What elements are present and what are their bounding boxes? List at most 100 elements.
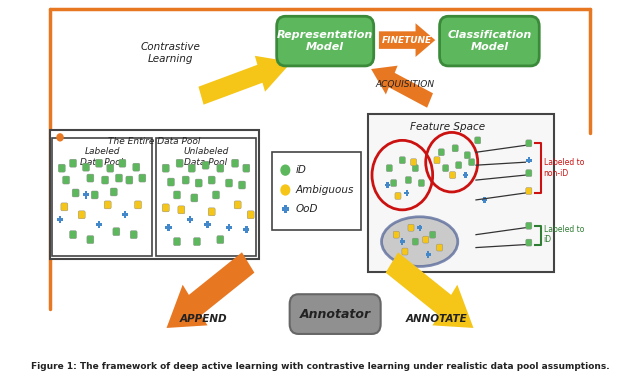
Bar xyxy=(367,114,554,273)
FancyBboxPatch shape xyxy=(178,206,185,214)
FancyBboxPatch shape xyxy=(408,224,414,231)
FancyBboxPatch shape xyxy=(243,164,250,172)
Polygon shape xyxy=(528,157,530,163)
FancyBboxPatch shape xyxy=(176,159,183,167)
Polygon shape xyxy=(282,207,289,211)
FancyBboxPatch shape xyxy=(163,164,169,172)
Bar xyxy=(50,130,259,260)
FancyBboxPatch shape xyxy=(58,164,65,172)
FancyBboxPatch shape xyxy=(422,236,429,243)
FancyBboxPatch shape xyxy=(115,174,122,182)
FancyBboxPatch shape xyxy=(63,176,70,184)
Bar xyxy=(52,138,152,255)
Polygon shape xyxy=(386,252,474,328)
FancyBboxPatch shape xyxy=(247,211,254,219)
Polygon shape xyxy=(187,218,193,221)
FancyBboxPatch shape xyxy=(452,145,458,152)
FancyBboxPatch shape xyxy=(412,165,419,172)
Text: Contrastive
Learning: Contrastive Learning xyxy=(141,42,201,64)
FancyBboxPatch shape xyxy=(449,172,456,179)
FancyBboxPatch shape xyxy=(468,159,475,166)
Polygon shape xyxy=(198,56,292,105)
Text: APPEND: APPEND xyxy=(179,314,227,324)
Polygon shape xyxy=(404,192,410,194)
Polygon shape xyxy=(463,174,468,177)
Text: Labeled to
non-iD: Labeled to non-iD xyxy=(543,158,584,178)
Polygon shape xyxy=(59,216,61,223)
FancyBboxPatch shape xyxy=(83,163,90,171)
FancyBboxPatch shape xyxy=(234,201,241,209)
FancyBboxPatch shape xyxy=(419,180,424,186)
Bar xyxy=(273,152,361,230)
Ellipse shape xyxy=(381,217,458,266)
Polygon shape xyxy=(526,159,532,161)
Polygon shape xyxy=(96,223,102,226)
FancyBboxPatch shape xyxy=(182,176,189,184)
FancyBboxPatch shape xyxy=(526,239,532,246)
FancyBboxPatch shape xyxy=(107,164,114,172)
Text: Feature Space: Feature Space xyxy=(410,122,485,132)
FancyBboxPatch shape xyxy=(290,294,381,334)
Text: The Entire Data Pool: The Entire Data Pool xyxy=(108,137,201,146)
Text: ACQUISITION: ACQUISITION xyxy=(376,80,435,89)
Polygon shape xyxy=(379,23,435,57)
Polygon shape xyxy=(245,226,248,233)
Polygon shape xyxy=(406,190,408,196)
FancyBboxPatch shape xyxy=(195,179,202,187)
FancyBboxPatch shape xyxy=(168,178,175,186)
Polygon shape xyxy=(167,224,170,231)
Polygon shape xyxy=(206,221,209,229)
FancyBboxPatch shape xyxy=(173,238,180,246)
Polygon shape xyxy=(165,226,172,229)
FancyBboxPatch shape xyxy=(526,188,532,194)
FancyBboxPatch shape xyxy=(475,137,481,144)
FancyBboxPatch shape xyxy=(104,201,111,209)
FancyBboxPatch shape xyxy=(412,238,419,245)
FancyBboxPatch shape xyxy=(217,164,224,172)
Polygon shape xyxy=(226,226,232,229)
Polygon shape xyxy=(385,184,390,186)
Text: Labeled to
iD: Labeled to iD xyxy=(543,225,584,244)
Text: Unlabeled
Data Pool: Unlabeled Data Pool xyxy=(184,147,228,167)
Polygon shape xyxy=(98,221,100,229)
FancyBboxPatch shape xyxy=(429,231,436,238)
Text: Annotator: Annotator xyxy=(300,308,371,321)
FancyBboxPatch shape xyxy=(464,152,470,159)
Polygon shape xyxy=(166,252,254,328)
FancyBboxPatch shape xyxy=(130,231,137,239)
Text: Ambiguous: Ambiguous xyxy=(296,185,354,195)
FancyBboxPatch shape xyxy=(387,165,392,172)
FancyBboxPatch shape xyxy=(163,204,169,212)
FancyBboxPatch shape xyxy=(526,170,532,177)
FancyBboxPatch shape xyxy=(70,159,77,167)
FancyBboxPatch shape xyxy=(434,157,440,164)
FancyBboxPatch shape xyxy=(402,248,408,255)
Polygon shape xyxy=(284,205,287,213)
FancyBboxPatch shape xyxy=(405,177,412,183)
FancyBboxPatch shape xyxy=(78,211,85,219)
Text: Figure 1: The framework of deep active learning with contrastive learning under : Figure 1: The framework of deep active l… xyxy=(31,362,609,371)
FancyBboxPatch shape xyxy=(110,188,117,196)
FancyBboxPatch shape xyxy=(173,191,180,199)
FancyBboxPatch shape xyxy=(212,191,220,199)
Text: OoD: OoD xyxy=(296,204,318,214)
FancyBboxPatch shape xyxy=(526,222,532,229)
Circle shape xyxy=(57,134,63,141)
FancyBboxPatch shape xyxy=(87,236,94,244)
Polygon shape xyxy=(427,251,429,258)
FancyBboxPatch shape xyxy=(193,238,200,246)
Polygon shape xyxy=(417,226,422,229)
FancyBboxPatch shape xyxy=(393,231,399,238)
FancyBboxPatch shape xyxy=(72,189,79,197)
Text: Representation
Model: Representation Model xyxy=(277,30,373,52)
FancyBboxPatch shape xyxy=(139,174,146,182)
FancyBboxPatch shape xyxy=(217,236,224,244)
FancyBboxPatch shape xyxy=(526,140,532,147)
FancyBboxPatch shape xyxy=(61,203,68,211)
FancyBboxPatch shape xyxy=(208,208,215,216)
FancyBboxPatch shape xyxy=(133,163,140,171)
FancyBboxPatch shape xyxy=(443,165,449,172)
FancyBboxPatch shape xyxy=(410,159,417,166)
Polygon shape xyxy=(189,216,191,223)
FancyBboxPatch shape xyxy=(440,16,540,66)
